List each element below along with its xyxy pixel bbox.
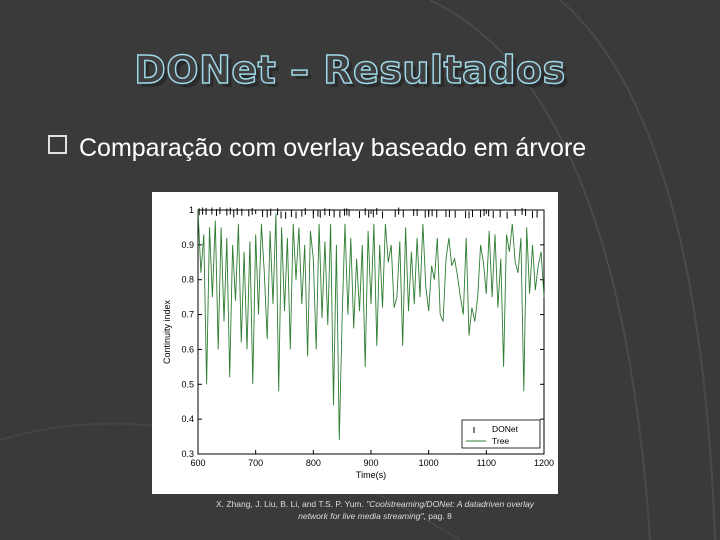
y-tick-label: 0.7 xyxy=(181,310,194,320)
x-tick-label: 1000 xyxy=(419,458,439,468)
y-tick-label: 0.6 xyxy=(181,344,194,354)
caption-title: "Coolstreaming/DONet: A datadriven overl… xyxy=(298,499,534,521)
x-tick-label: 800 xyxy=(306,458,321,468)
y-tick-label: 0.3 xyxy=(181,449,194,459)
x-axis-label: Time(s) xyxy=(356,470,386,480)
slide-title: DONet – Resultados xyxy=(133,47,566,93)
figure-caption: X. Zhang, J. Liu, B. Li, and T.S. P. Yum… xyxy=(215,498,535,522)
bullet-text: Comparação com overlay baseado em árvore xyxy=(79,134,587,162)
bullet-item: Comparação com overlay baseado em árvore xyxy=(48,134,708,163)
y-axis-label: Continuity index xyxy=(162,299,172,364)
legend-box xyxy=(461,419,541,449)
caption-authors: X. Zhang, J. Liu, B. Li, and T.S. P. Yum… xyxy=(215,499,367,509)
x-tick-label: 900 xyxy=(363,458,378,468)
legend-donet-label: DONet xyxy=(492,424,519,434)
x-tick-label: 1100 xyxy=(477,458,496,468)
y-tick-label: 0.4 xyxy=(181,414,194,424)
y-tick-label: 0.8 xyxy=(181,275,194,285)
checkbox-bullet-icon xyxy=(48,135,67,154)
x-tick-label: 600 xyxy=(190,458,205,468)
tree-series-line xyxy=(197,209,545,441)
x-tick-label: 1200 xyxy=(534,458,554,468)
y-tick-label: 1 xyxy=(189,205,194,215)
y-tick-label: 0.9 xyxy=(181,240,194,250)
caption-page: , pag. 8 xyxy=(423,511,452,521)
x-tick-label: 700 xyxy=(248,458,263,468)
y-tick-label: 0.5 xyxy=(181,379,194,389)
legend-tree-label: Tree xyxy=(492,436,509,446)
continuity-chart: 600 700 800 900 1000 1100 1200 0.3 0.4 0.5 0.6 0.7 0… xyxy=(162,205,554,480)
chart-panel: 600 700 800 900 1000 1100 1200 0.3 0.4 0.5 0.6 0.7 0… xyxy=(152,192,558,494)
